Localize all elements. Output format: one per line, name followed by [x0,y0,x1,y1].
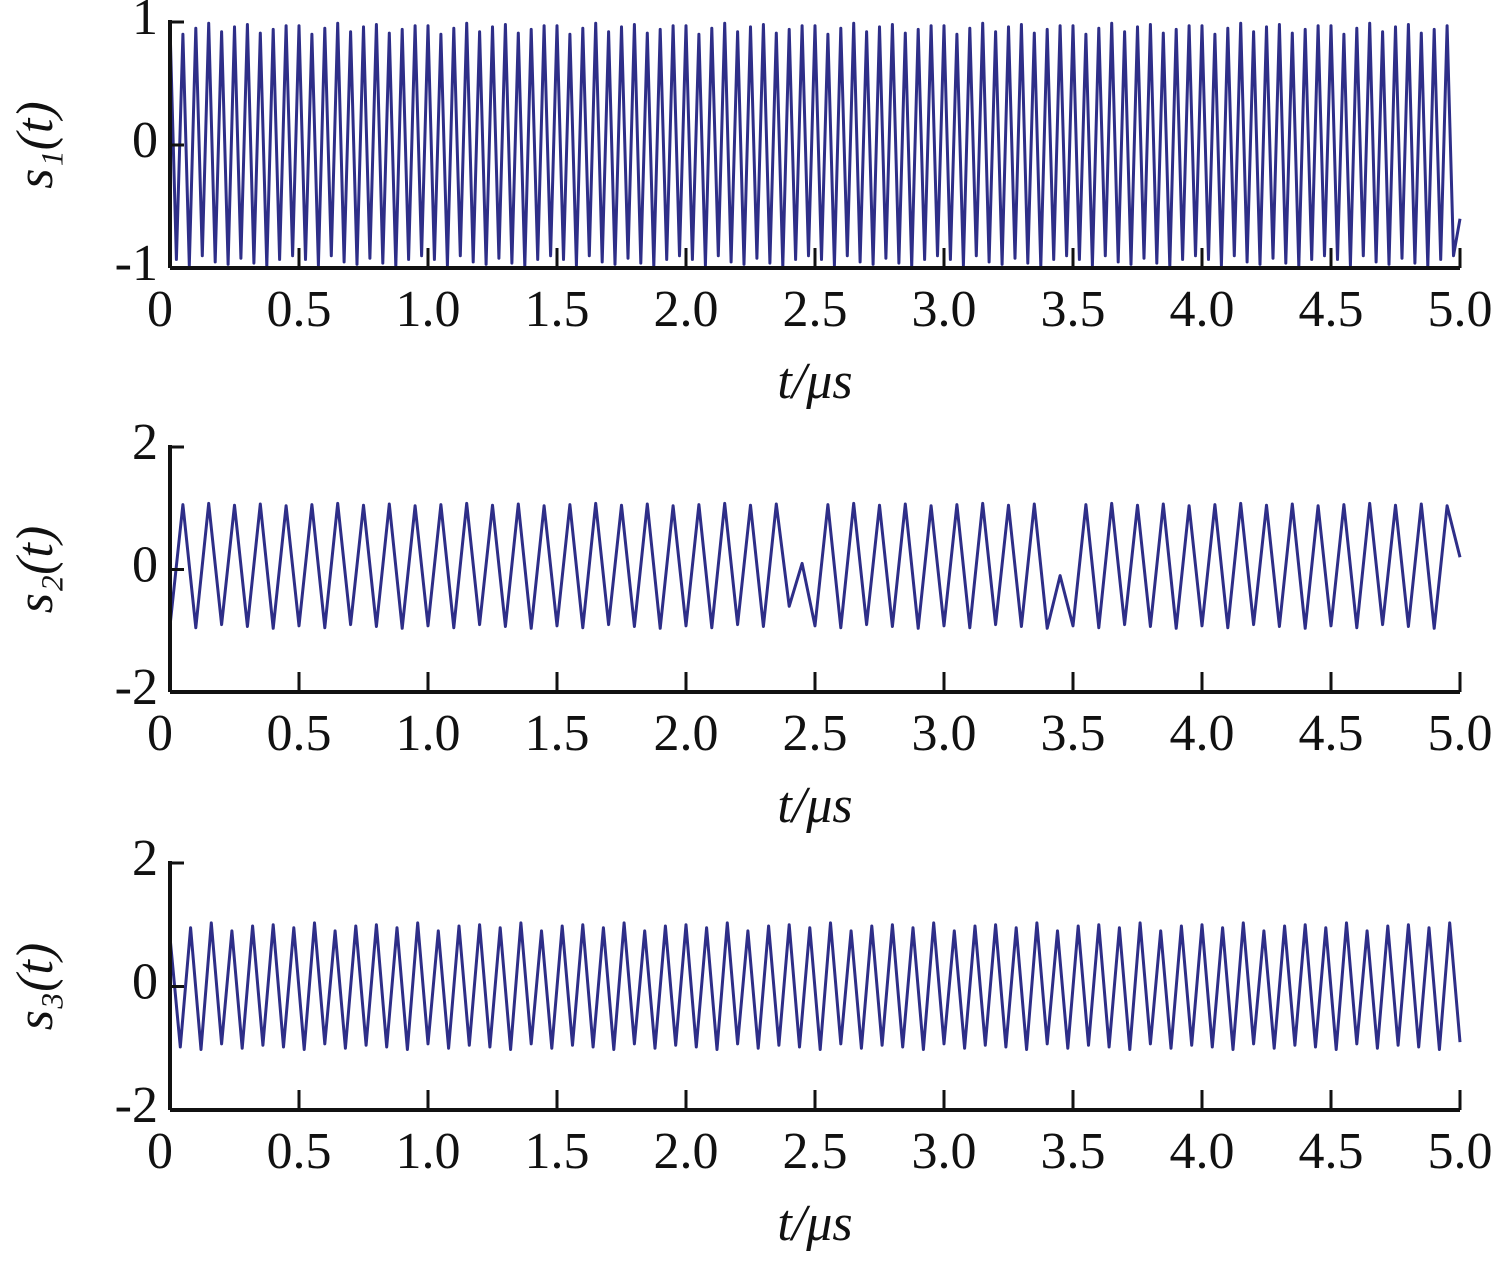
x-tick-label: 1.5 [525,705,590,762]
x-tick-label: 2.0 [654,281,719,338]
x-tick-label: 1.5 [525,281,590,338]
x-tick-label: 4.5 [1299,281,1364,338]
x-tick-label: 3.0 [912,1123,977,1180]
x-tick-label: 0.5 [267,281,332,338]
x-tick-label: 1.5 [525,1123,590,1180]
x-tick-label: 4.0 [1170,281,1235,338]
x-tick-label: 5.0 [1428,705,1493,762]
x-tick-label: 0 [147,1123,173,1180]
x-tick-label: 5.0 [1428,281,1493,338]
x-tick-label: 0 [147,705,173,762]
x-tick-label: 4.5 [1299,705,1364,762]
x-tick-label: 2.5 [783,1123,848,1180]
y-tick-label: -2 [115,1077,158,1134]
x-tick-label: 3.5 [1041,281,1106,338]
x-tick-label: 3.0 [912,281,977,338]
signal-line [168,501,1462,630]
x-tick-label: 4.0 [1170,705,1235,762]
y-tick-label: 1 [132,0,158,46]
x-tick-label: 0.5 [267,1123,332,1180]
x-tick-label: 2.5 [783,281,848,338]
x-tick-label: 3.5 [1041,705,1106,762]
x-tick-label: 2.5 [783,705,848,762]
signal-line [168,21,1462,269]
x-tick-label: 4.0 [1170,1123,1235,1180]
y-tick-label: 2 [132,414,158,471]
x-axis-label: t/μs [777,777,852,834]
y-tick-label: 2 [132,830,158,887]
x-tick-label: 1.0 [396,705,461,762]
x-tick-label: 0 [147,281,173,338]
x-tick-label: 4.5 [1299,1123,1364,1180]
y-tick-label: 0 [132,112,158,169]
y-axis-label: s₃(t) [7,943,64,1030]
y-tick-label: 0 [132,536,158,593]
x-tick-label: 0.5 [267,705,332,762]
x-axis-label: t/μs [777,1195,852,1252]
signal-line [168,921,1462,1051]
x-axis-label: t/μs [777,353,852,410]
x-tick-label: 3.0 [912,705,977,762]
x-tick-label: 2.0 [654,1123,719,1180]
y-axis-label: s₂(t) [7,526,64,613]
x-tick-label: 5.0 [1428,1123,1493,1180]
y-tick-label: -1 [115,235,158,292]
y-tick-label: -2 [115,659,158,716]
x-tick-label: 3.5 [1041,1123,1106,1180]
y-tick-label: 0 [132,953,158,1010]
y-axis-label: s₁(t) [7,101,64,188]
x-tick-label: 1.0 [396,281,461,338]
x-tick-label: 2.0 [654,705,719,762]
x-tick-label: 1.0 [396,1123,461,1180]
